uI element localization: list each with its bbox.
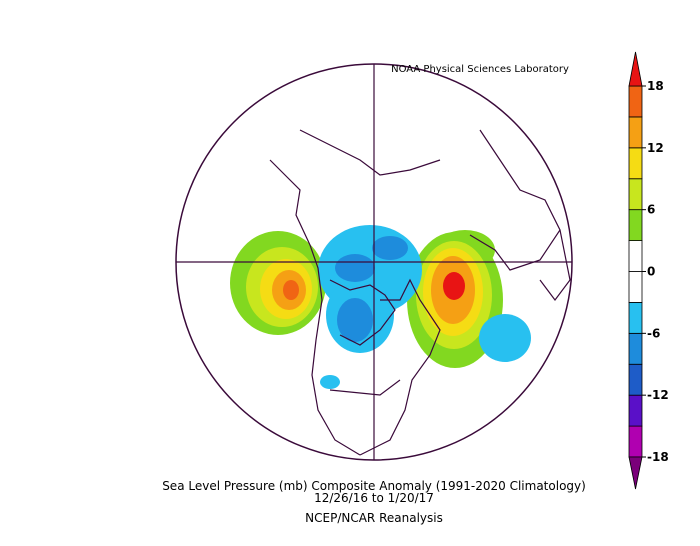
date-range: 12/26/16 to 1/20/17 [314, 491, 434, 505]
colorbar: 18 12 6 0 -6 -12 -18 [628, 51, 669, 490]
colorbar-segment [628, 85, 643, 118]
coastline [269, 159, 361, 456]
contour [283, 280, 299, 300]
colorbar-tick-label: 6 [647, 203, 655, 217]
contour [335, 254, 375, 282]
colorbar-tick-label: -18 [647, 450, 669, 464]
anomaly-field [230, 225, 531, 389]
colorbar-segment [628, 302, 643, 334]
colorbar-segment [628, 116, 643, 149]
coastline [329, 379, 401, 396]
contour [443, 272, 465, 300]
coastline [539, 229, 571, 301]
colorbar-under [628, 456, 643, 490]
colorbar-segment [628, 240, 643, 272]
colorbar-segment [628, 271, 643, 303]
colorbar-segment [628, 425, 643, 458]
coastline [359, 278, 441, 456]
map-title: Sea Level Pressure (mb) Composite Anomal… [162, 479, 586, 493]
coastline [299, 129, 441, 176]
colorbar-tick-label: -12 [647, 388, 669, 402]
data-source: NCEP/NCAR Reanalysis [305, 511, 443, 525]
coastlines [269, 129, 571, 456]
colorbar-tick-label: 0 [647, 265, 655, 279]
colorbar-over [628, 51, 643, 87]
colorbar-tick-label: -6 [647, 326, 660, 340]
colorbar-segment [628, 394, 643, 427]
colorbar-segment [628, 209, 643, 241]
coastline [329, 279, 396, 346]
contour [372, 236, 408, 260]
credit: NOAA Physical Sciences Laboratory [391, 64, 569, 75]
contour [337, 298, 373, 342]
colorbar-tick-label: 12 [647, 141, 664, 155]
colorbar-segment [628, 178, 643, 211]
colorbar-segment [628, 332, 643, 365]
colorbar-segment [628, 363, 643, 396]
colorbar-segment [628, 147, 643, 180]
contour [479, 314, 531, 362]
colorbar-tick-label: 18 [647, 79, 664, 93]
contour [320, 375, 340, 389]
